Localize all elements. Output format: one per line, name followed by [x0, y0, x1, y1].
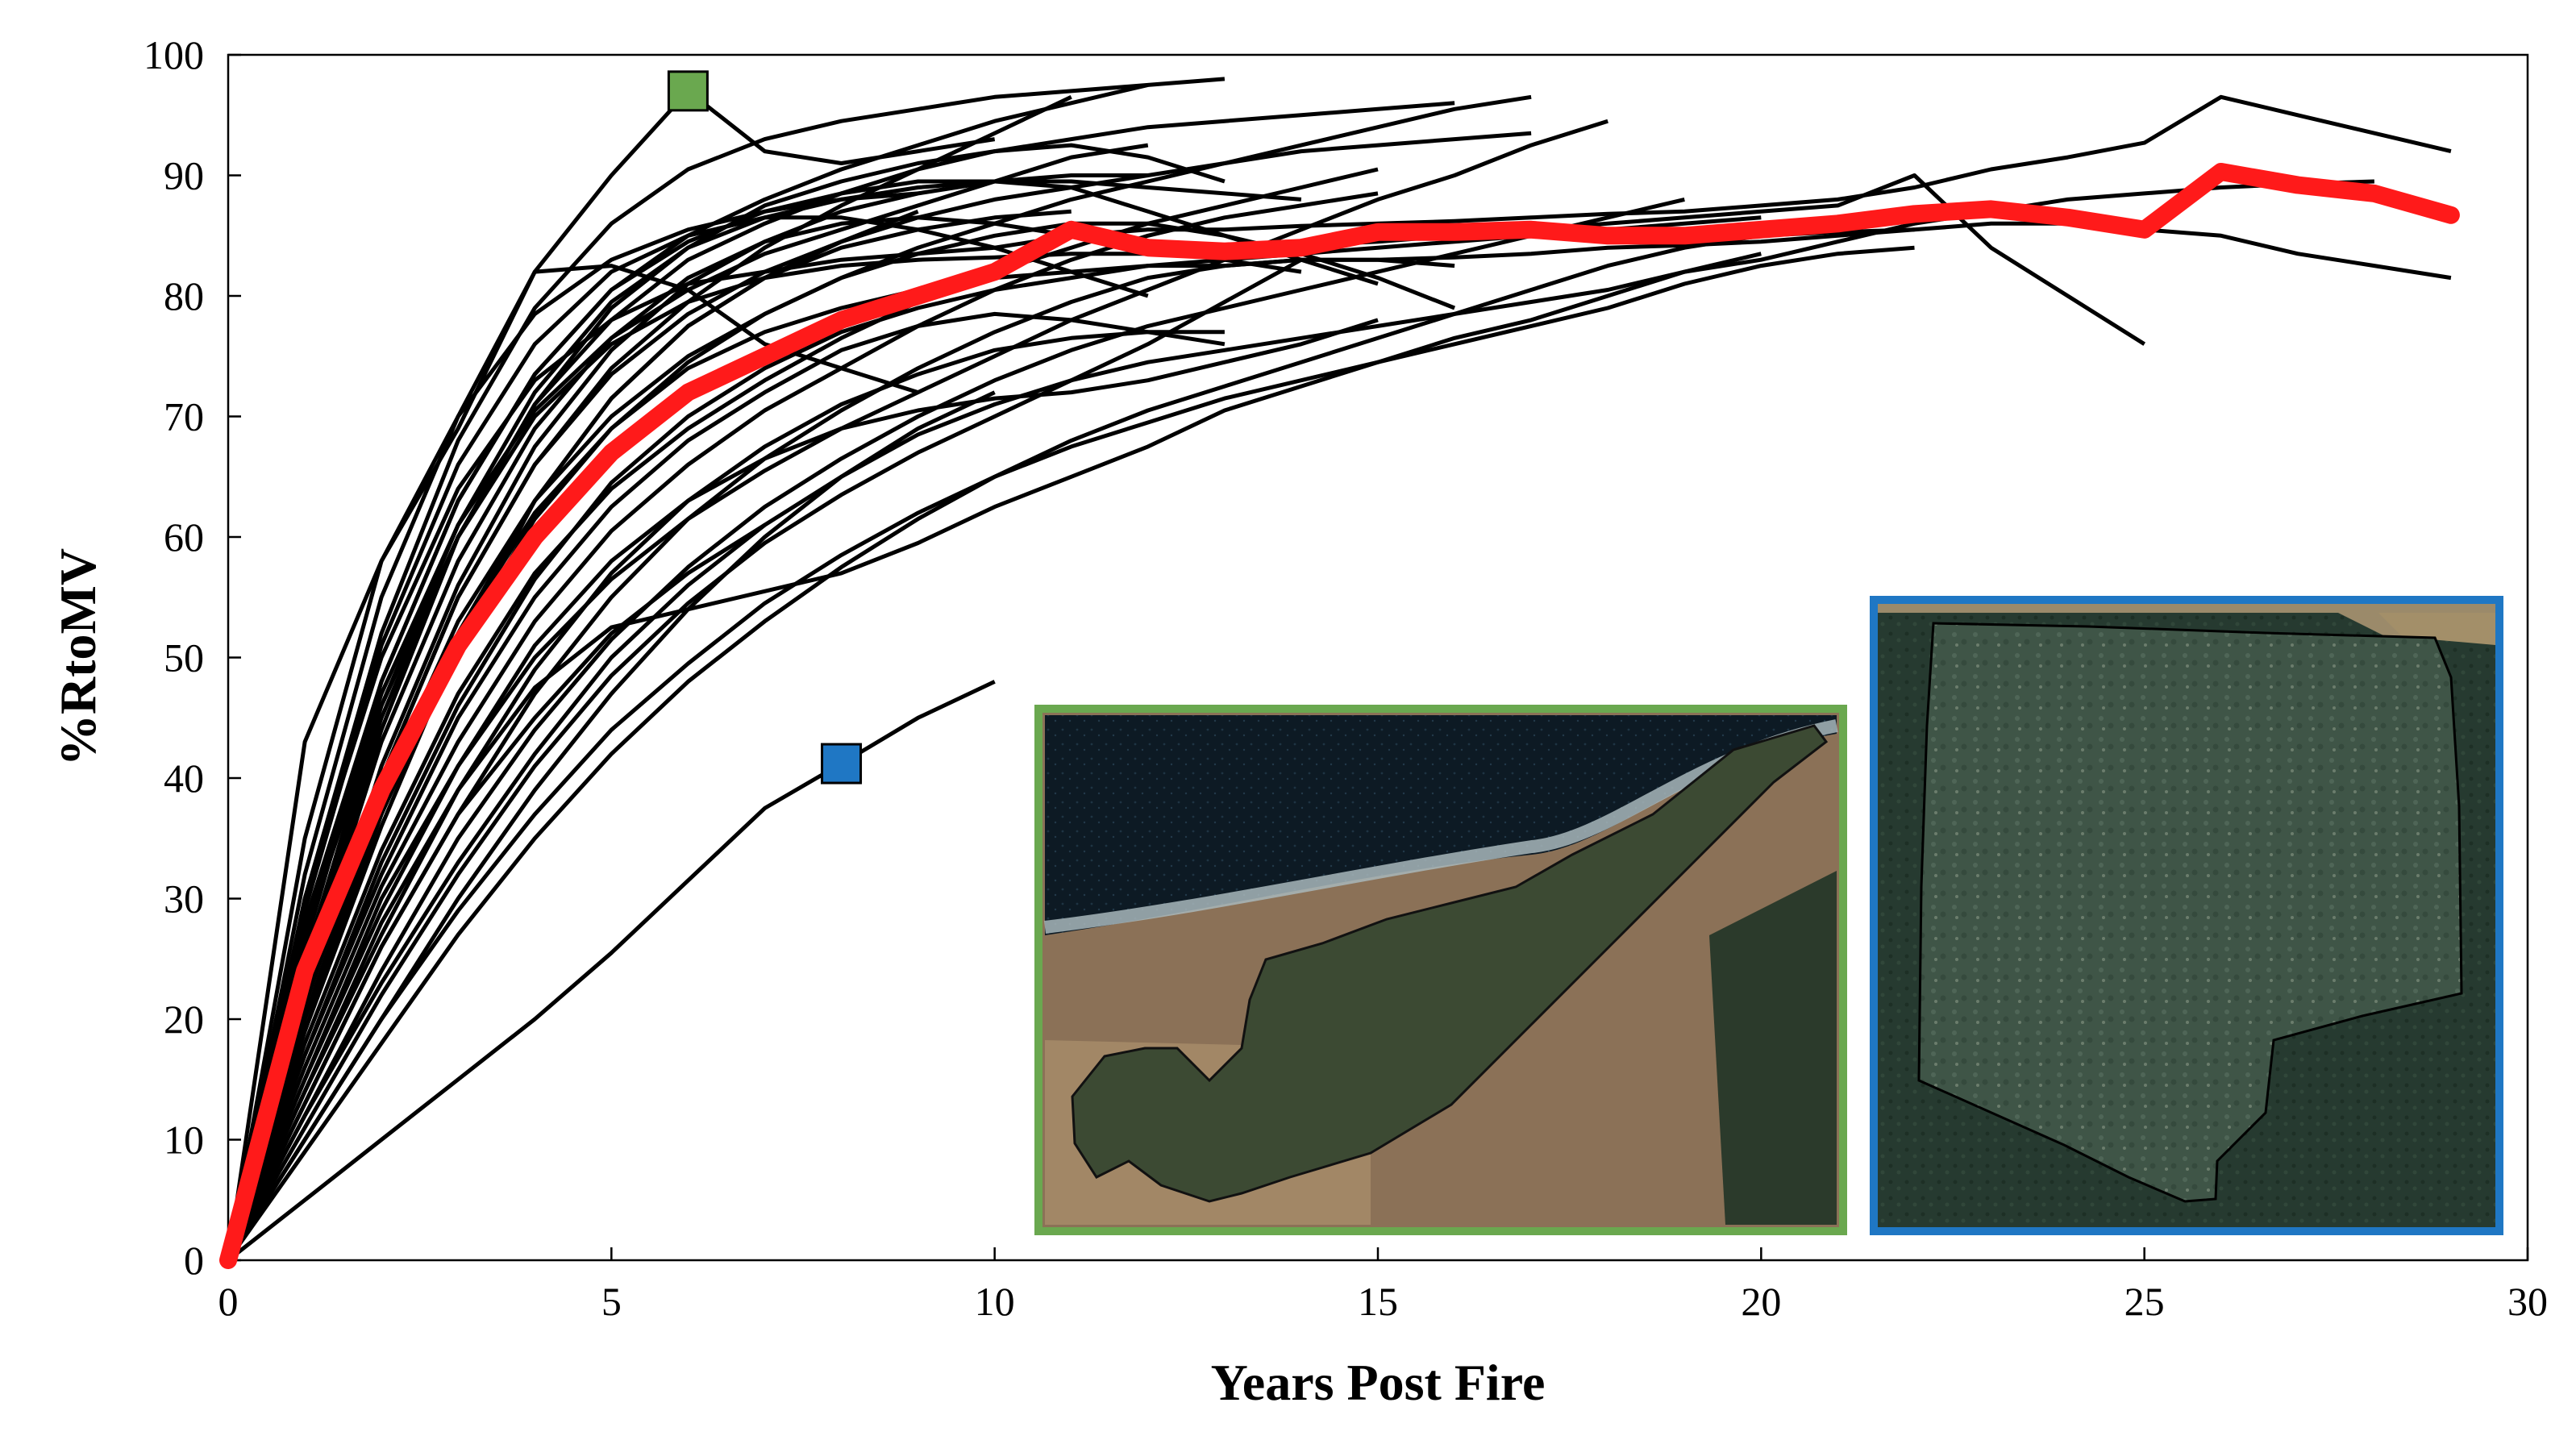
y-tick-label: 90	[164, 153, 204, 198]
fire-recovery-line	[226, 258, 1303, 1262]
y-tick-label: 0	[184, 1238, 204, 1283]
y-tick-labels: 0 10 20 30 40 50 60 70 80 90 100	[144, 32, 204, 1283]
fire-recovery-line	[226, 330, 1225, 1262]
y-tick-label: 20	[164, 997, 204, 1042]
fire-recovery-line	[226, 191, 1379, 1261]
fire-recovery-line	[226, 245, 1915, 1262]
series-layer	[219, 70, 2460, 1269]
fire-recovery-line	[226, 77, 1226, 1261]
x-tick-label: 10	[975, 1279, 1015, 1324]
x-tick-label: 25	[2124, 1279, 2165, 1324]
fire-recovery-line	[226, 173, 1148, 1261]
y-tick-label: 40	[164, 755, 204, 801]
fire-recovery-line	[226, 252, 1762, 1262]
green-inset-satellite-image	[1042, 713, 1839, 1227]
x-tick-labels: 0 5 10 15 20 25 30	[218, 1279, 2549, 1324]
y-tick-label: 30	[164, 876, 204, 922]
highlight-marker	[667, 70, 709, 112]
fire-recovery-line	[226, 209, 919, 1261]
fire-recovery-line	[226, 318, 1379, 1261]
x-axis-title: Years Post Fire	[1211, 1354, 1546, 1411]
y-tick-label: 10	[164, 1118, 204, 1163]
x-tick-label: 30	[2507, 1279, 2548, 1324]
y-tick-label: 100	[144, 32, 204, 77]
fire-recovery-line	[226, 191, 918, 1261]
green-fire-boundary	[1071, 724, 1829, 1203]
blue-inset-frame	[1870, 596, 2503, 1235]
fire-recovery-line	[226, 179, 1379, 1261]
y-tick-label: 70	[164, 394, 204, 439]
fire-recovery-line	[226, 257, 1455, 1262]
y-tick-label: 80	[164, 273, 204, 318]
y-axis-title: %RtoMV	[49, 548, 106, 766]
x-tick-label: 0	[218, 1279, 239, 1324]
x-tick-label: 5	[601, 1279, 622, 1324]
fire-recovery-line	[226, 390, 996, 1262]
fire-recovery-line	[226, 179, 1302, 1261]
highlight-marker	[821, 743, 863, 785]
fire-recovery-line	[226, 197, 1685, 1262]
x-tick-label: 15	[1358, 1279, 1398, 1324]
fire-recovery-line	[226, 94, 1532, 1261]
blue-fire-boundary	[1917, 622, 2463, 1203]
fire-recovery-line	[227, 680, 996, 1262]
fire-recovery-line	[226, 227, 1915, 1262]
fire-recovery-line	[226, 94, 2452, 1261]
mean-recovery-line	[219, 163, 2460, 1269]
y-tick-label: 50	[164, 635, 204, 681]
fire-recovery-line	[226, 95, 1072, 1261]
blue-inset-satellite-image	[1878, 604, 2495, 1227]
green-inset-frame	[1034, 705, 1847, 1235]
x-tick-label: 20	[1741, 1279, 1781, 1324]
fire-recovery-line	[226, 311, 1226, 1261]
fire-recovery-line	[226, 131, 1532, 1261]
fire-recovery-line	[226, 167, 1379, 1261]
fire-recovery-line	[226, 215, 1149, 1261]
y-tick-label: 60	[164, 514, 204, 560]
fire-recovery-line	[226, 264, 919, 1261]
